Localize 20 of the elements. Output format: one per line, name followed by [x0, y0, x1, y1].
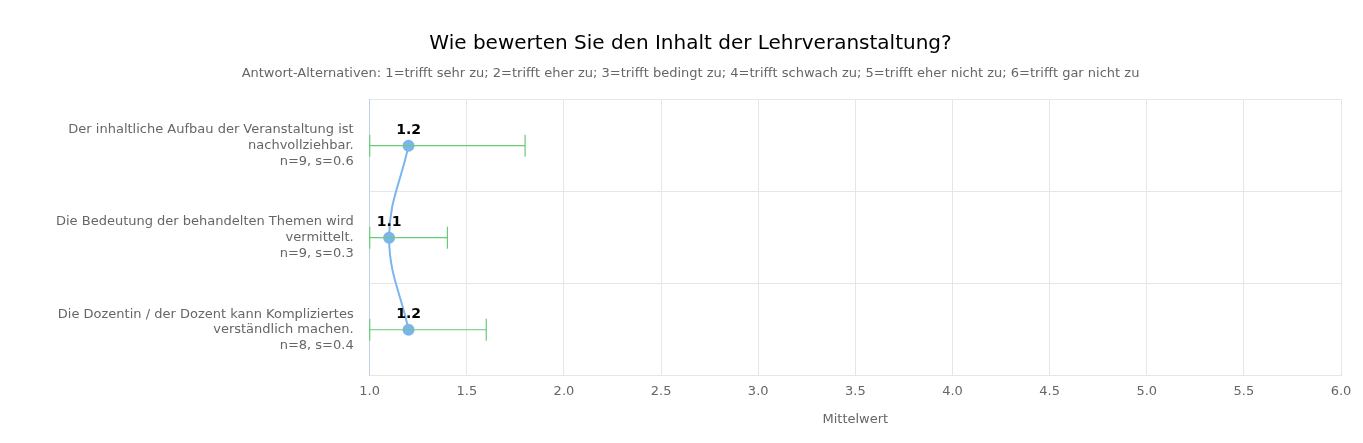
x-tick-label: 5.5 — [1233, 382, 1255, 398]
chart-title: Wie bewerten Sie den Inhalt der Lehrveranstaltung? — [429, 30, 952, 55]
data-label: 1.2 — [396, 121, 421, 138]
x-tick-label: 3.5 — [845, 382, 866, 398]
y-tick-label: Die Bedeutung der behandelten Themen wird vermittelt. n=9, s=0.3 — [55, 213, 354, 260]
data-label: 1.1 — [376, 213, 402, 230]
x-tick-label: 4.0 — [942, 382, 963, 398]
x-tick-label: 1.5 — [456, 382, 478, 398]
x-tick-label: 2.5 — [650, 382, 672, 398]
x-tick-label: 5.0 — [1136, 382, 1158, 398]
x-tick-label: 6.0 — [1330, 382, 1352, 398]
x-tick-label: 4.5 — [1039, 382, 1060, 398]
x-tick-label: 1.0 — [359, 382, 381, 398]
data-label: 1.2 — [396, 305, 421, 322]
x-tick-label: 3.0 — [747, 382, 769, 398]
x-axis-title: Mittelwert — [822, 410, 889, 426]
chart-subtitle: Antwort-Alternativen: 1=trifft sehr zu; 2=trifft eher zu; 3=trifft bedingt zu; 4=trifft schwach zu; 5=trifft eher nicht zu; 6=trifft gar nicht zu — [241, 65, 1140, 81]
y-tick-label: Der inhaltliche Aufbau der Veranstaltung ist nachvollziehbar. n=9, s=0.6 — [68, 121, 354, 168]
y-tick-label: Die Dozentin / der Dozent kann Kompliziertes verständlich machen. n=8, s=0.4 — [57, 305, 354, 352]
x-tick-label: 2.0 — [553, 382, 575, 398]
